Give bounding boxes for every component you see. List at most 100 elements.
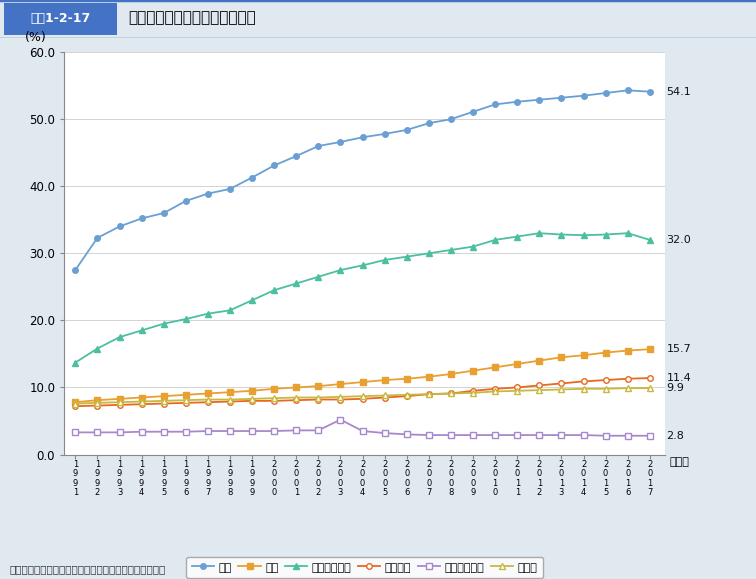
- 尿検査（糖）: [71, 429, 80, 436]
- 全体: [137, 215, 146, 222]
- 心電図: [623, 384, 632, 391]
- 血中脂質検査: [446, 247, 455, 254]
- 血糖検査: [601, 376, 610, 383]
- Text: 9.9: 9.9: [666, 383, 684, 393]
- 心電図: [358, 393, 367, 400]
- 血中脂質検査: [623, 230, 632, 237]
- 心電図: [93, 400, 102, 406]
- 血圧: [336, 380, 345, 387]
- 血中脂質検査: [93, 345, 102, 352]
- 全体: [491, 101, 500, 108]
- 血糖検査: [491, 385, 500, 392]
- 全体: [71, 266, 80, 273]
- 血中脂質検査: [557, 231, 566, 238]
- 血糖検査: [557, 380, 566, 387]
- 尿検査（糖）: [358, 427, 367, 434]
- 心電図: [446, 390, 455, 397]
- Bar: [4, 3, 117, 35]
- 血圧: [137, 394, 146, 401]
- Text: 定期健康診断における有所見率: 定期健康診断における有所見率: [129, 10, 256, 25]
- Text: 32.0: 32.0: [666, 235, 691, 245]
- 血糖検査: [225, 398, 234, 405]
- 血中脂質検査: [646, 236, 655, 243]
- 血中脂質検査: [402, 253, 411, 260]
- 血中脂質検査: [579, 232, 588, 239]
- 尿検査（糖）: [646, 433, 655, 439]
- 血糖検査: [115, 401, 124, 408]
- 全体: [314, 142, 323, 149]
- 全体: [292, 153, 301, 160]
- 尿検査（糖）: [446, 431, 455, 438]
- 血糖検査: [181, 400, 191, 406]
- Line: 心電図: 心電図: [73, 386, 652, 406]
- 尿検査（糖）: [336, 416, 345, 423]
- 血糖検査: [402, 393, 411, 400]
- 全体: [402, 126, 411, 133]
- 血糖検査: [203, 399, 212, 406]
- 血圧: [270, 385, 279, 392]
- 全体: [446, 116, 455, 123]
- 血圧: [579, 352, 588, 359]
- 血圧: [225, 389, 234, 395]
- 血糖検査: [513, 384, 522, 391]
- 血中脂質検査: [491, 236, 500, 243]
- 全体: [247, 174, 256, 181]
- Text: 図表1-2-17: 図表1-2-17: [30, 12, 91, 24]
- 心電図: [402, 391, 411, 398]
- 心電図: [380, 392, 389, 399]
- 尿検査（糖）: [557, 431, 566, 438]
- 血中脂質検査: [247, 297, 256, 304]
- 全体: [380, 130, 389, 137]
- 血圧: [446, 371, 455, 378]
- 血圧: [181, 391, 191, 398]
- 血糖検査: [534, 382, 544, 389]
- 血中脂質検査: [534, 230, 544, 237]
- 血中脂質検査: [292, 280, 301, 287]
- 血圧: [601, 349, 610, 356]
- 尿検査（糖）: [601, 433, 610, 439]
- 血糖検査: [137, 401, 146, 408]
- 全体: [358, 134, 367, 141]
- 全体: [601, 90, 610, 97]
- 心電図: [181, 397, 191, 404]
- 全体: [579, 92, 588, 99]
- 血圧: [160, 393, 169, 400]
- 全体: [181, 197, 191, 204]
- 血圧: [203, 390, 212, 397]
- 心電図: [534, 387, 544, 394]
- 血中脂質検査: [160, 320, 169, 327]
- Text: 11.4: 11.4: [666, 373, 691, 383]
- Text: 54.1: 54.1: [666, 87, 691, 97]
- 尿検査（糖）: [203, 427, 212, 434]
- 全体: [93, 234, 102, 241]
- 血糖検査: [358, 395, 367, 402]
- 心電図: [137, 398, 146, 405]
- 心電図: [424, 391, 433, 398]
- 心電図: [247, 395, 256, 402]
- 血圧: [469, 367, 478, 374]
- 全体: [225, 185, 234, 192]
- 心電図: [292, 394, 301, 401]
- 血中脂質検査: [181, 316, 191, 323]
- 尿検査（糖）: [292, 427, 301, 434]
- 血糖検査: [446, 390, 455, 397]
- 血糖検査: [380, 394, 389, 401]
- 血糖検査: [579, 378, 588, 385]
- 血中脂質検査: [314, 273, 323, 280]
- 心電図: [513, 387, 522, 394]
- 尿検査（糖）: [513, 431, 522, 438]
- 血圧: [646, 346, 655, 353]
- 心電図: [160, 397, 169, 404]
- Text: (%): (%): [25, 31, 47, 44]
- 血圧: [513, 361, 522, 368]
- 心電図: [314, 394, 323, 401]
- 血糖検査: [160, 400, 169, 407]
- 血中脂質検査: [270, 287, 279, 294]
- 血圧: [71, 399, 80, 406]
- 血中脂質検査: [137, 327, 146, 334]
- 心電図: [601, 385, 610, 392]
- 全体: [646, 88, 655, 95]
- 全体: [115, 223, 124, 230]
- 尿検査（糖）: [380, 430, 389, 437]
- 尿検査（糖）: [93, 429, 102, 436]
